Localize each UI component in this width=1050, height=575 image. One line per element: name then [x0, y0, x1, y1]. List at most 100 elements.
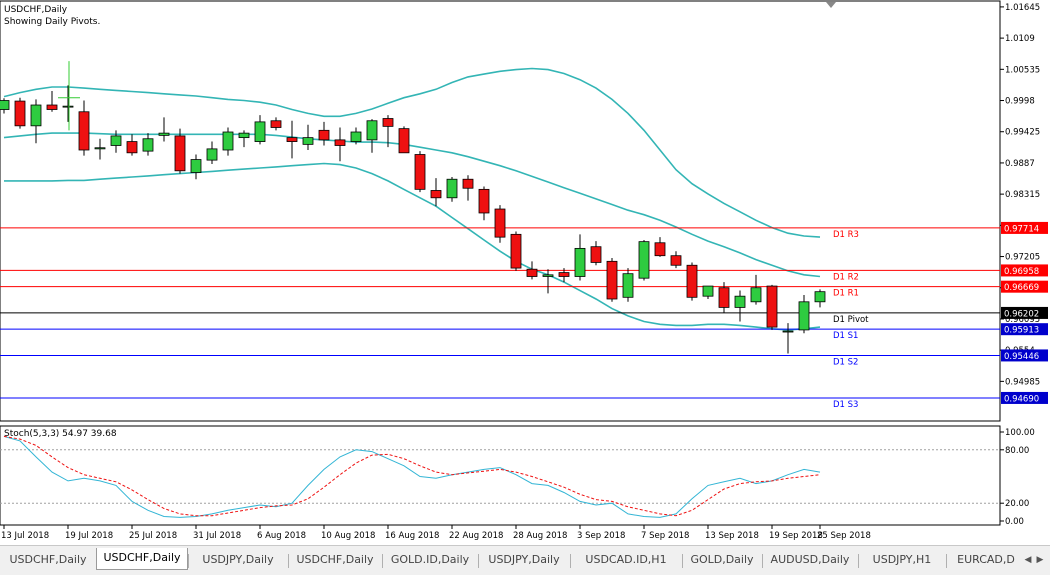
candle-up — [302, 137, 314, 145]
price-tick-label: 0.99425 — [1005, 128, 1040, 138]
chart-tab[interactable]: USDCHF,Daily — [9, 553, 87, 566]
stochastic-pane: 100.00 80.00 20.00 0.00 — [0, 425, 1035, 527]
chart-tab[interactable]: USDJPY,Daily — [488, 553, 560, 566]
time-tick-label: 22 Aug 2018 — [449, 531, 503, 541]
tab-separator — [288, 554, 289, 568]
candle-down — [686, 264, 698, 298]
time-tick-label: 25 Jul 2018 — [129, 531, 177, 541]
pivot-price-badge — [1001, 306, 1048, 319]
time-tick-label: 25 Sep 2018 — [817, 531, 871, 541]
candle-down — [766, 285, 778, 328]
candle-up — [254, 121, 266, 142]
candle-down — [270, 120, 282, 128]
candle-down — [78, 111, 90, 151]
pivot-price-badge-text: 0.96669 — [1004, 283, 1039, 293]
band-lower-line — [4, 162, 821, 331]
candle-up — [350, 131, 362, 142]
candle-down — [14, 100, 26, 127]
price-tick-label: 0.97205 — [1005, 253, 1040, 263]
candle-down — [414, 154, 426, 190]
stoch-signal-line — [3, 435, 821, 517]
price-tick-label: 1.00535 — [1005, 65, 1040, 75]
stoch-tick-label: 20.00 — [1005, 499, 1029, 509]
chart-shift-marker-icon[interactable] — [826, 2, 836, 8]
price-axis: 1.01645 1.0109 1.00535 0.9998 0.99425 0.9887 0… — [1000, 3, 1048, 404]
candle-up — [110, 135, 122, 146]
stoch-tick-label: 80.00 — [1005, 446, 1029, 456]
chart-tab[interactable]: AUDUSD,Daily — [770, 553, 850, 566]
chart-tab[interactable]: USDJPY,Daily — [202, 553, 274, 566]
tab-separator — [382, 554, 383, 568]
tab-separator — [570, 554, 571, 568]
tab-separator — [188, 554, 189, 568]
time-tick-label: 19 Jul 2018 — [65, 531, 113, 541]
pivot-price-badge — [1001, 280, 1048, 293]
candle-down — [478, 188, 490, 214]
chart-tab[interactable]: USDJPY,H1 — [872, 553, 932, 566]
tab-scroll-buttons: ◀ ▶ — [1022, 552, 1048, 568]
candle-up — [750, 287, 762, 303]
time-tick-label: 28 Aug 2018 — [513, 531, 567, 541]
pivot-price-badge — [1001, 221, 1048, 234]
candle-up — [734, 295, 746, 308]
candle-down — [286, 137, 298, 142]
chart-tab[interactable]: EURCAD,D — [957, 553, 1015, 566]
time-tick-label: 7 Sep 2018 — [641, 531, 689, 541]
pivot-price-badge — [1001, 391, 1048, 404]
tab-separator — [478, 554, 479, 568]
time-tick-label: 16 Aug 2018 — [385, 531, 439, 541]
candle-up — [206, 148, 218, 161]
pivot-price-badge — [1001, 264, 1048, 277]
pivot-label: D1 R3 — [833, 230, 859, 240]
band-middle-line — [3, 132, 821, 278]
price-tick-label: 0.98315 — [1005, 190, 1040, 200]
price-tick-label: 1.01645 — [1005, 3, 1040, 13]
pivot-price-badge-text: 0.94690 — [1004, 394, 1039, 404]
scroll-left-icon[interactable]: ◀ — [1024, 555, 1032, 565]
pivot-price-badge-text: 0.96202 — [1004, 309, 1039, 319]
candle-up — [158, 132, 170, 136]
price-tick-label: 0.9998 — [1005, 97, 1035, 107]
price-pane-border — [0, 0, 1001, 422]
price-tick-label: 0.96095 — [1005, 315, 1040, 325]
pivot-label: D1 S1 — [833, 331, 858, 341]
tab-separator — [946, 554, 947, 568]
time-tick-label: 3 Sep 2018 — [577, 531, 625, 541]
candle-up — [30, 104, 42, 127]
candle-down — [334, 139, 346, 146]
indicator-note: Showing Daily Pivots. — [4, 17, 100, 27]
candle-up — [638, 241, 650, 279]
time-tick-label: 6 Aug 2018 — [257, 531, 306, 541]
scroll-right-icon[interactable]: ▶ — [1036, 555, 1044, 565]
candle-up — [542, 274, 554, 277]
candle-up — [366, 120, 378, 141]
candle-down — [398, 128, 410, 154]
candle-down — [590, 246, 602, 263]
candle-down — [126, 141, 138, 154]
candle-up — [782, 330, 794, 333]
candle-up — [190, 159, 202, 173]
candle-down — [718, 287, 730, 308]
chart-tab[interactable]: USDCAD.ID,H1 — [585, 553, 667, 566]
chart-tab[interactable]: USDCHF,Daily — [96, 548, 188, 570]
price-tick-label: 0.94985 — [1005, 377, 1040, 387]
time-axis: 13 Jul 2018 19 Jul 2018 25 Jul 2018 31 Jul … — [1, 525, 871, 541]
time-tick-label: 31 Jul 2018 — [193, 531, 241, 541]
candle-down — [494, 208, 506, 238]
chart-tab[interactable]: GOLD,Daily — [690, 553, 754, 566]
candle-up — [814, 291, 826, 303]
candle-down — [318, 129, 330, 141]
chart-tab[interactable]: GOLD.ID,Daily — [390, 553, 470, 566]
stoch-main-line — [3, 435, 821, 518]
candle-up — [222, 131, 234, 151]
time-tick-label: 13 Jul 2018 — [1, 531, 49, 541]
candle-up — [0, 100, 10, 110]
candle-down — [606, 260, 618, 300]
price-chart[interactable]: D1 R3 D1 R2 D1 R1 D1 Pivot D1 S1 D1 S2 D1 S3 1… — [0, 0, 1050, 545]
price-pane — [0, 0, 1001, 422]
pivot-price-badge-text: 0.96958 — [1004, 267, 1039, 277]
pivot-label: D1 R1 — [833, 289, 859, 299]
chart-tab[interactable]: USDCHF,Daily — [296, 553, 374, 566]
bollinger-bands — [3, 67, 821, 331]
